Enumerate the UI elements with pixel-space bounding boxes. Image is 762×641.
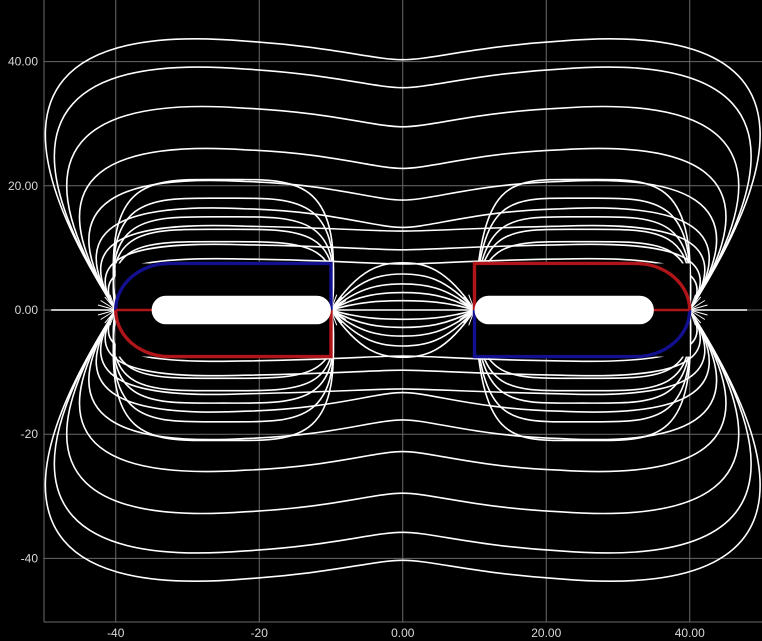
pole-fan-line bbox=[97, 309, 116, 316]
field-line bbox=[107, 309, 698, 363]
field-line bbox=[112, 228, 335, 311]
pole-fan-line bbox=[330, 304, 349, 311]
field-line bbox=[78, 309, 727, 473]
magnet-core bbox=[474, 295, 654, 325]
field-line bbox=[104, 243, 702, 311]
pole-fan-line bbox=[100, 309, 117, 320]
pole-fan-line bbox=[689, 309, 702, 324]
y-tick-label: -20 bbox=[21, 427, 39, 441]
pole-fan-line bbox=[689, 296, 702, 311]
pole-fan-line bbox=[459, 300, 475, 311]
field-line bbox=[66, 309, 740, 515]
field-line bbox=[95, 207, 711, 311]
field-line bbox=[53, 66, 752, 311]
field-line bbox=[53, 309, 752, 554]
pole-fan-line bbox=[456, 304, 475, 311]
field-line bbox=[44, 38, 761, 311]
field-line bbox=[473, 197, 692, 311]
pole-fan-line bbox=[689, 309, 706, 320]
field-line bbox=[112, 309, 335, 442]
field-line bbox=[330, 309, 476, 337]
field-line bbox=[330, 309, 475, 321]
pole-fan-line bbox=[689, 309, 708, 316]
field-line bbox=[107, 257, 698, 311]
magnet-left-bottom-edge bbox=[114, 309, 333, 359]
field-line bbox=[473, 309, 692, 392]
field-line bbox=[330, 261, 476, 311]
x-tick-label: -20 bbox=[251, 626, 269, 640]
x-tick-label: 40.00 bbox=[675, 626, 705, 640]
pole-fan-line bbox=[330, 309, 349, 316]
pole-fan-line bbox=[330, 300, 347, 311]
field-line bbox=[473, 309, 692, 423]
field-line bbox=[104, 309, 702, 377]
field-line bbox=[330, 309, 476, 347]
field-line bbox=[88, 179, 718, 311]
pole-fan-line bbox=[97, 304, 116, 311]
field-line bbox=[112, 197, 335, 311]
field-line bbox=[330, 273, 476, 311]
field-line bbox=[330, 291, 475, 311]
y-tick-label: 20.00 bbox=[8, 179, 38, 193]
field-line bbox=[330, 299, 475, 311]
field-line bbox=[99, 309, 706, 396]
field-line bbox=[95, 309, 711, 413]
pole-fan-line bbox=[689, 304, 708, 311]
pole-fan-line bbox=[330, 296, 343, 311]
field-line bbox=[44, 309, 761, 582]
magnet-right-bottom-edge bbox=[472, 309, 692, 359]
magnet-left-top-edge bbox=[114, 261, 333, 311]
field-line bbox=[330, 309, 475, 329]
field-line bbox=[473, 309, 692, 404]
field-line bbox=[473, 309, 692, 442]
field-line bbox=[112, 309, 335, 423]
field-line bbox=[330, 309, 476, 359]
pole-fan-line bbox=[459, 309, 475, 320]
field-line bbox=[112, 178, 335, 311]
pole-fan-line bbox=[104, 309, 117, 324]
pole-fan-line bbox=[104, 296, 117, 311]
pole-fan-line bbox=[689, 300, 706, 311]
field-line bbox=[330, 283, 476, 311]
field-line bbox=[473, 215, 692, 311]
field-line bbox=[78, 147, 727, 311]
magnets bbox=[114, 261, 692, 359]
field-line bbox=[112, 309, 335, 404]
field-line bbox=[88, 309, 718, 441]
x-tick-label: 0.00 bbox=[391, 626, 415, 640]
field-line bbox=[112, 215, 335, 311]
pole-fan-line bbox=[463, 309, 475, 324]
x-tick-label: 20.00 bbox=[531, 626, 561, 640]
field-line bbox=[99, 224, 706, 311]
pole-fan-line bbox=[100, 300, 117, 311]
x-tick-label: -40 bbox=[107, 626, 125, 640]
field-line bbox=[473, 228, 692, 311]
tick-labels: -40 -20 0.00 20.00 40.00 40.00 20.00 0.00 -20 -40 bbox=[8, 55, 705, 640]
magnet-right-top-edge bbox=[472, 261, 692, 311]
field-line bbox=[112, 309, 335, 392]
pole-fan-line bbox=[330, 309, 347, 320]
y-tick-label: 0.00 bbox=[15, 303, 39, 317]
magnet-core bbox=[151, 295, 331, 325]
field-line bbox=[473, 178, 692, 311]
pole-fan-line bbox=[330, 309, 343, 324]
y-tick-label: 40.00 bbox=[8, 55, 38, 69]
y-tick-label: -40 bbox=[21, 551, 39, 565]
pole-fan-line bbox=[463, 296, 475, 311]
pole-fan-line bbox=[456, 309, 475, 316]
field-line bbox=[66, 105, 740, 311]
